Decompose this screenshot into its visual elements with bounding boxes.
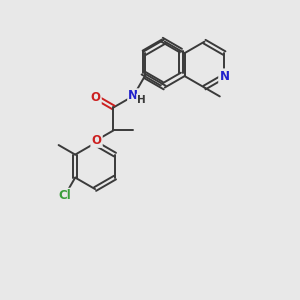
Text: H: H <box>137 94 146 104</box>
Text: Cl: Cl <box>58 189 71 202</box>
Text: O: O <box>91 91 100 103</box>
Text: N: N <box>128 89 138 103</box>
Text: N: N <box>219 70 230 83</box>
Text: O: O <box>92 134 102 147</box>
